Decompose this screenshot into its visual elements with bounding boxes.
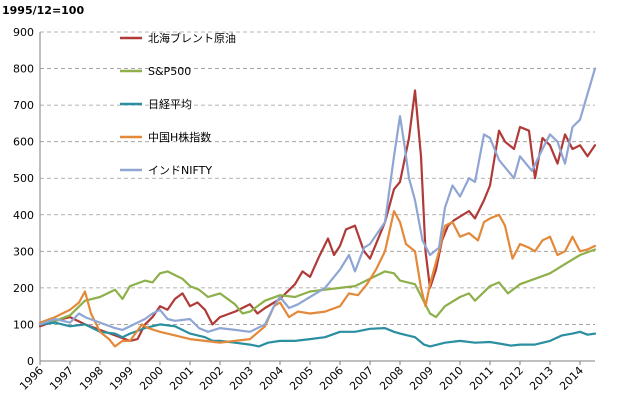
y-tick-label-200: 200 (13, 282, 34, 295)
series-line-1 (38, 89, 597, 342)
x-tick-label-2002: 2002 (197, 364, 226, 393)
x-tick-label-2000: 2000 (137, 364, 166, 393)
y-tick-label-700: 700 (13, 99, 34, 112)
x-tick-label-2001: 2001 (167, 364, 196, 393)
x-tick-label-2006: 2006 (317, 364, 346, 393)
legend-label-2: S&P500 (148, 65, 191, 78)
x-tick-label-2005: 2005 (287, 364, 316, 393)
x-tick-label-1996: 1996 (17, 364, 46, 393)
series-line-4 (38, 210, 597, 348)
y-tick-label-900: 900 (13, 26, 34, 39)
x-tick-label-2007: 2007 (347, 364, 376, 393)
x-tick-label-2013: 2013 (527, 364, 556, 393)
x-tick-label-1998: 1998 (77, 364, 106, 393)
x-tick-label-2004: 2004 (257, 364, 286, 393)
x-tick-label-2009: 2009 (407, 364, 436, 393)
legend-label-5: インドNIFTY (148, 164, 212, 177)
y-tick-label-800: 800 (13, 63, 34, 76)
x-tick-label-2011: 2011 (467, 364, 496, 393)
legend-label-1: 北海ブレント原油 (148, 31, 236, 45)
y-tick-label-400: 400 (13, 209, 34, 222)
series-line-2 (38, 248, 597, 326)
x-tick-label-2008: 2008 (377, 364, 406, 393)
legend-label-3: 日経平均 (148, 98, 192, 111)
legend-label-4: 中国H株指数 (148, 130, 211, 144)
y-tick-label-600: 600 (13, 136, 34, 149)
y-tick-label-0: 0 (27, 355, 34, 368)
chart-base-label: 1995/12=100 (2, 4, 85, 17)
y-tick-label-300: 300 (13, 245, 34, 258)
x-tick-label-2014: 2014 (557, 364, 586, 393)
x-tick-label-1997: 1997 (47, 364, 76, 393)
x-tick-label-2003: 2003 (227, 364, 256, 393)
y-tick-label-100: 100 (13, 318, 34, 331)
y-tick-label-500: 500 (13, 172, 34, 185)
x-tick-label-2010: 2010 (437, 364, 466, 393)
series-line-3 (38, 321, 597, 348)
x-tick-label-1999: 1999 (107, 364, 136, 393)
x-tick-label-2012: 2012 (497, 364, 526, 393)
series-line-5 (38, 67, 597, 333)
